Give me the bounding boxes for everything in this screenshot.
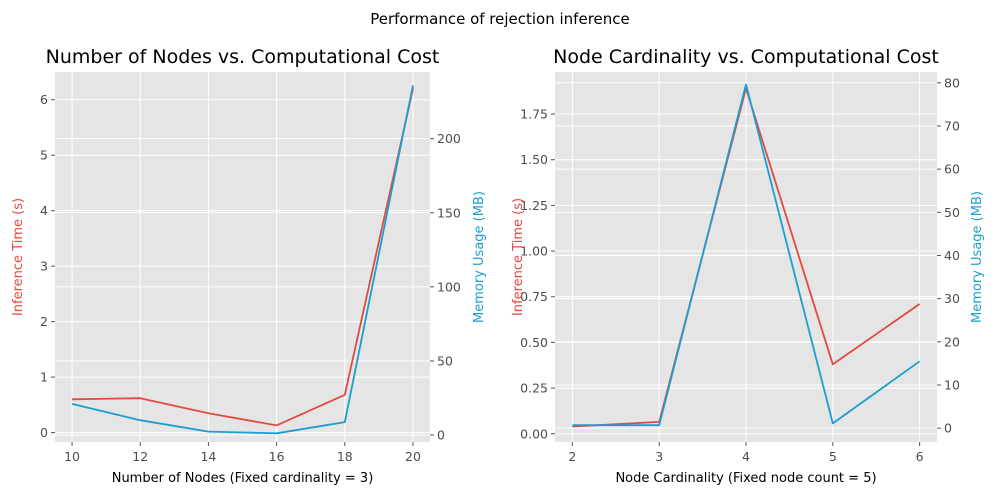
y-tick-label-right: 60 bbox=[944, 162, 960, 177]
memory-usage-line bbox=[71, 85, 414, 435]
y-tick-label-left: 2 bbox=[40, 314, 48, 329]
y-tick-label-left: 1.50 bbox=[520, 152, 548, 167]
y-tick-label-left: 5 bbox=[40, 148, 48, 163]
y-axis-label-left: Inference Time (s) bbox=[511, 198, 526, 316]
y-tick-label-right: 100 bbox=[437, 279, 461, 294]
y-tick-label-left: 0.00 bbox=[520, 426, 548, 441]
x-tick-label: 20 bbox=[405, 449, 421, 464]
y-tick-label-right: 200 bbox=[437, 131, 461, 146]
y-tick-label-right: 150 bbox=[437, 205, 461, 220]
x-axis-label: Node Cardinality (Fixed node count = 5) bbox=[615, 471, 876, 486]
y-tick-label-right: 10 bbox=[944, 378, 960, 393]
x-tick-label: 6 bbox=[916, 449, 924, 464]
y-tick-label-right: 0 bbox=[944, 421, 952, 436]
y-tick-label-right: 20 bbox=[944, 334, 960, 349]
y-tick-label-left: 0.75 bbox=[520, 289, 548, 304]
x-tick-label: 5 bbox=[829, 449, 837, 464]
y-tick-label-left: 1.75 bbox=[520, 107, 548, 122]
chart-title: Number of Nodes vs. Computational Cost bbox=[46, 46, 440, 68]
y-tick-label-left: 1.25 bbox=[520, 198, 548, 213]
y-tick-label-left: 0 bbox=[40, 425, 48, 440]
inference-time-line bbox=[71, 88, 414, 427]
y-tick-label-left: 3 bbox=[40, 259, 48, 274]
y-tick-label-right: 70 bbox=[944, 118, 960, 133]
chart-title: Node Cardinality vs. Computational Cost bbox=[553, 46, 939, 68]
y-axis-label-left: Inference Time (s) bbox=[11, 198, 26, 316]
y-tick-label-left: 0.50 bbox=[520, 335, 548, 350]
x-tick-label: 12 bbox=[132, 449, 148, 464]
y-tick-label-left: 4 bbox=[40, 203, 48, 218]
chart-panel-2: 2 3 4 5 6 0.00 0.25 0.50 0.75 1.00 1.25 1.50 1.75 0 10… bbox=[511, 46, 985, 486]
x-tick-label: 10 bbox=[64, 449, 80, 464]
x-tick-label: 18 bbox=[337, 449, 353, 464]
x-tick-label: 16 bbox=[269, 449, 285, 464]
x-axis-label: Number of Nodes (Fixed cardinality = 3) bbox=[112, 471, 374, 486]
y-tick-label-right: 30 bbox=[944, 291, 960, 306]
inference-time-line bbox=[572, 87, 921, 428]
y-tick-label-right: 0 bbox=[437, 428, 445, 443]
y-tick-label-left: 6 bbox=[40, 92, 48, 107]
y-axis-label-right: Memory Usage (MB) bbox=[472, 191, 487, 323]
x-tick-label: 14 bbox=[200, 449, 216, 464]
y-tick-label-left: 1 bbox=[40, 370, 48, 385]
y-tick-label-right: 50 bbox=[944, 205, 960, 220]
y-tick-label-right: 50 bbox=[437, 353, 453, 368]
x-tick-label: 3 bbox=[655, 449, 663, 464]
plot-area bbox=[55, 72, 430, 442]
figure-suptitle: Performance of rejection inference bbox=[370, 10, 630, 28]
x-tick-label: 4 bbox=[742, 449, 750, 464]
memory-usage-line bbox=[572, 83, 921, 427]
y-tick-label-right: 40 bbox=[944, 248, 960, 263]
x-tick-label: 2 bbox=[568, 449, 576, 464]
y-tick-label-left: 1.00 bbox=[520, 244, 548, 259]
y-axis-label-right: Memory Usage (MB) bbox=[970, 191, 985, 323]
y-tick-label-right: 80 bbox=[944, 75, 960, 90]
y-tick-label-left: 0.25 bbox=[520, 381, 548, 396]
